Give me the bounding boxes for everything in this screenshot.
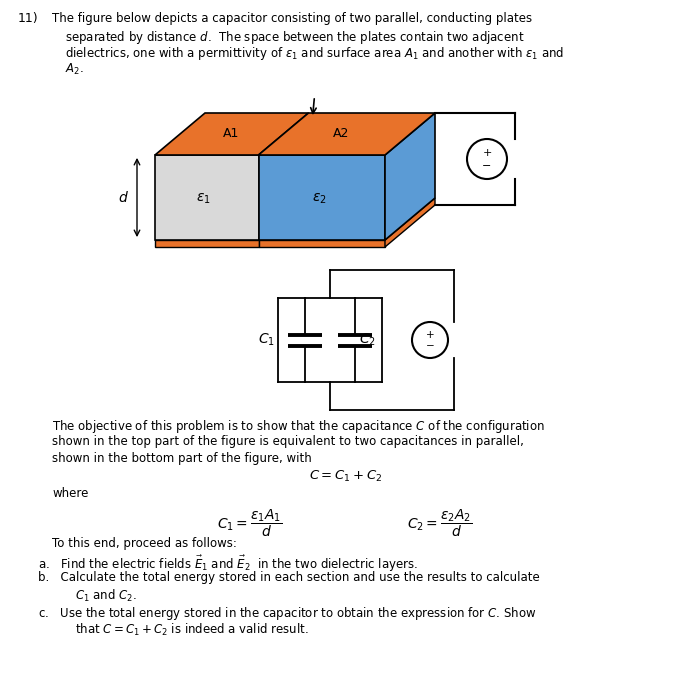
Text: The objective of this problem is to show that the capacitance $C$ of the configu: The objective of this problem is to show… xyxy=(52,418,545,435)
Text: $d$: $d$ xyxy=(118,190,129,205)
Text: −: − xyxy=(426,341,435,351)
Text: $C_1 = \dfrac{\varepsilon_1 A_1}{d}$: $C_1 = \dfrac{\varepsilon_1 A_1}{d}$ xyxy=(217,507,283,539)
Text: where: where xyxy=(52,487,89,500)
Text: $C_1$ and $C_2$.: $C_1$ and $C_2$. xyxy=(75,588,136,604)
Text: $C_2$: $C_2$ xyxy=(359,332,376,348)
Text: b.   Calculate the total energy stored in each section and use the results to ca: b. Calculate the total energy stored in … xyxy=(38,571,540,584)
Polygon shape xyxy=(385,113,435,240)
Polygon shape xyxy=(259,155,385,240)
Polygon shape xyxy=(155,240,259,247)
Text: A2: A2 xyxy=(333,127,349,140)
Text: The figure below depicts a capacitor consisting of two parallel, conducting plat: The figure below depicts a capacitor con… xyxy=(52,12,532,25)
Text: c.   Use the total energy stored in the capacitor to obtain the expression for $: c. Use the total energy stored in the ca… xyxy=(38,606,536,622)
Text: $C = C_1 + C_2$: $C = C_1 + C_2$ xyxy=(309,468,383,484)
Polygon shape xyxy=(155,155,259,240)
Text: dielectrics, one with a permittivity of $\varepsilon_1$ and surface area $A_1$ a: dielectrics, one with a permittivity of … xyxy=(65,45,564,62)
Text: that $C = C_1 + C_2$ is indeed a valid result.: that $C = C_1 + C_2$ is indeed a valid r… xyxy=(75,622,309,638)
Polygon shape xyxy=(385,198,435,247)
Text: $\varepsilon_2$: $\varepsilon_2$ xyxy=(312,192,327,206)
Text: 11): 11) xyxy=(18,12,39,25)
Polygon shape xyxy=(259,240,385,247)
Polygon shape xyxy=(155,113,309,155)
Text: +: + xyxy=(482,148,492,158)
Text: shown in the top part of the figure is equivalent to two capacitances in paralle: shown in the top part of the figure is e… xyxy=(52,435,524,448)
Text: $C_2 = \dfrac{\varepsilon_2 A_2}{d}$: $C_2 = \dfrac{\varepsilon_2 A_2}{d}$ xyxy=(408,507,473,539)
Text: shown in the bottom part of the figure, with: shown in the bottom part of the figure, … xyxy=(52,452,312,465)
Text: separated by distance $d$.  The space between the plates contain two adjacent: separated by distance $d$. The space bet… xyxy=(65,29,525,46)
Polygon shape xyxy=(259,113,435,155)
Text: $A_2$.: $A_2$. xyxy=(65,62,84,76)
Text: $\varepsilon_1$: $\varepsilon_1$ xyxy=(196,192,210,206)
Text: $C_1$: $C_1$ xyxy=(258,332,275,348)
Text: +: + xyxy=(426,330,435,340)
Text: A1: A1 xyxy=(222,127,239,140)
Text: a.   Find the electric fields $\vec{E}_1$ and $\vec{E}_2$  in the two dielectric: a. Find the electric fields $\vec{E}_1$ … xyxy=(38,554,418,574)
Text: −: − xyxy=(482,161,492,171)
Text: To this end, proceed as follows:: To this end, proceed as follows: xyxy=(52,538,237,550)
